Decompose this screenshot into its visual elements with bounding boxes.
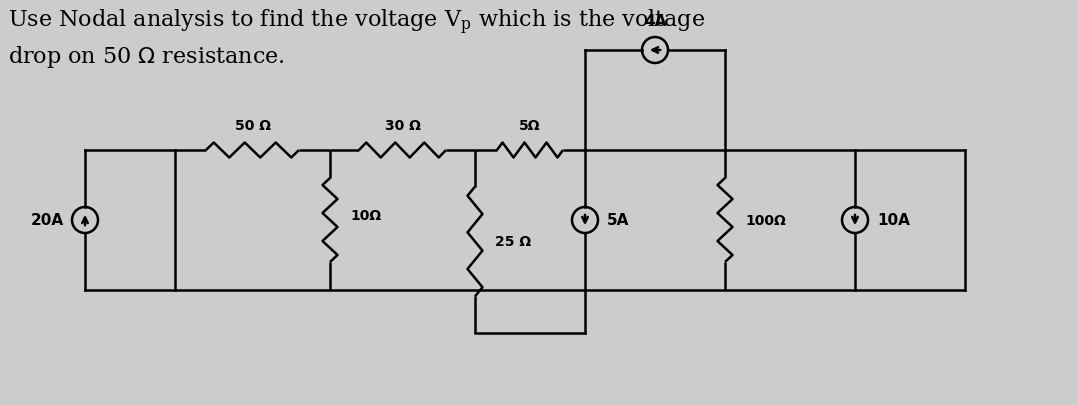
Text: 25 Ω: 25 Ω <box>495 235 531 249</box>
Text: 10Ω: 10Ω <box>350 209 382 222</box>
Text: drop on 50 $\Omega$ resistance.: drop on 50 $\Omega$ resistance. <box>8 44 285 70</box>
Text: 100Ω: 100Ω <box>745 213 786 228</box>
Text: 50 Ω: 50 Ω <box>235 119 271 133</box>
Text: 10A: 10A <box>877 213 910 228</box>
Text: 30 Ω: 30 Ω <box>385 119 420 133</box>
Text: 5Ω: 5Ω <box>520 119 541 133</box>
Text: Use Nodal analysis to find the voltage $\mathregular{V_p}$ which is the voltage: Use Nodal analysis to find the voltage $… <box>8 8 705 37</box>
Text: 20A: 20A <box>30 213 64 228</box>
Text: 4A: 4A <box>644 14 666 29</box>
Text: 5A: 5A <box>607 213 630 228</box>
